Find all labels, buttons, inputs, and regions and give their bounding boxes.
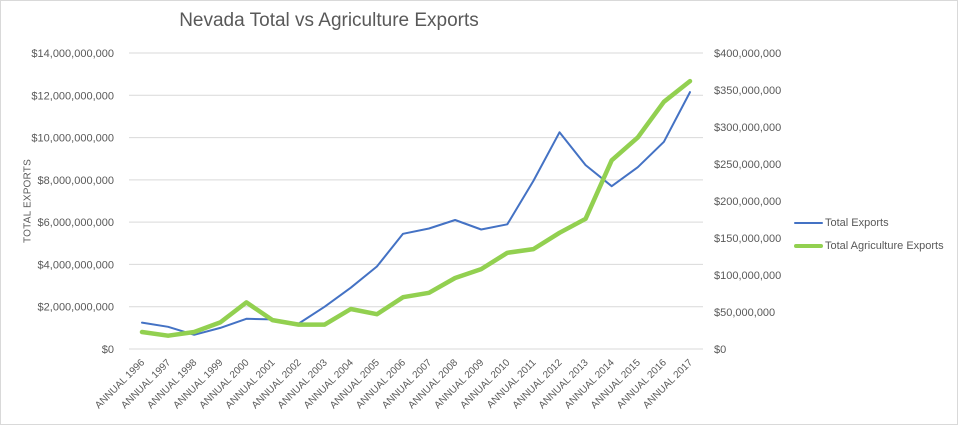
y2-tick-label: $400,000,000: [714, 48, 781, 60]
gridlines: [129, 52, 703, 350]
y-tick-label: $8,000,000,000: [38, 175, 114, 187]
y2-tick-label: $0: [714, 344, 726, 356]
legend-item-total-exports[interactable]: Total Exports: [794, 211, 944, 234]
y-axis-left-ticks: $0 $2,000,000,000 $4,000,000,000 $6,000,000…: [31, 48, 114, 356]
legend-item-agriculture-exports[interactable]: Total Agriculture Exports: [794, 234, 944, 257]
y2-tick-label: $150,000,000: [714, 233, 781, 245]
y2-tick-label: $300,000,000: [714, 122, 781, 134]
legend-swatch-blue: [794, 221, 823, 224]
y2-tick-label: $50,000,000: [714, 307, 775, 319]
legend-label: Total Exports: [825, 216, 889, 229]
agriculture-exports-line[interactable]: [139, 78, 693, 338]
legend: Total Exports Total Agriculture Exports: [794, 211, 944, 257]
legend-label: Total Agriculture Exports: [825, 239, 944, 252]
total-exports-line[interactable]: [141, 91, 691, 336]
y-tick-label: $14,000,000,000: [31, 48, 114, 60]
y-tick-label: $4,000,000,000: [38, 259, 114, 271]
y-tick-label: $12,000,000,000: [31, 90, 114, 102]
y2-tick-label: $100,000,000: [714, 270, 781, 282]
y2-tick-label: $200,000,000: [714, 196, 781, 208]
y-tick-label: $2,000,000,000: [38, 302, 114, 314]
y2-tick-label: $250,000,000: [714, 159, 781, 171]
y2-tick-label: $350,000,000: [714, 85, 781, 97]
chart-title: Nevada Total vs Agriculture Exports: [179, 10, 479, 31]
y-tick-label: $10,000,000,000: [31, 133, 114, 145]
legend-swatch-green: [794, 243, 823, 248]
series-lines: [139, 78, 693, 338]
y-tick-label: $6,000,000,000: [38, 217, 114, 229]
y-axis-right-ticks: $0 $50,000,000 $100,000,000 $150,000,000 $20…: [714, 48, 781, 356]
y-tick-label: $0: [102, 344, 114, 356]
